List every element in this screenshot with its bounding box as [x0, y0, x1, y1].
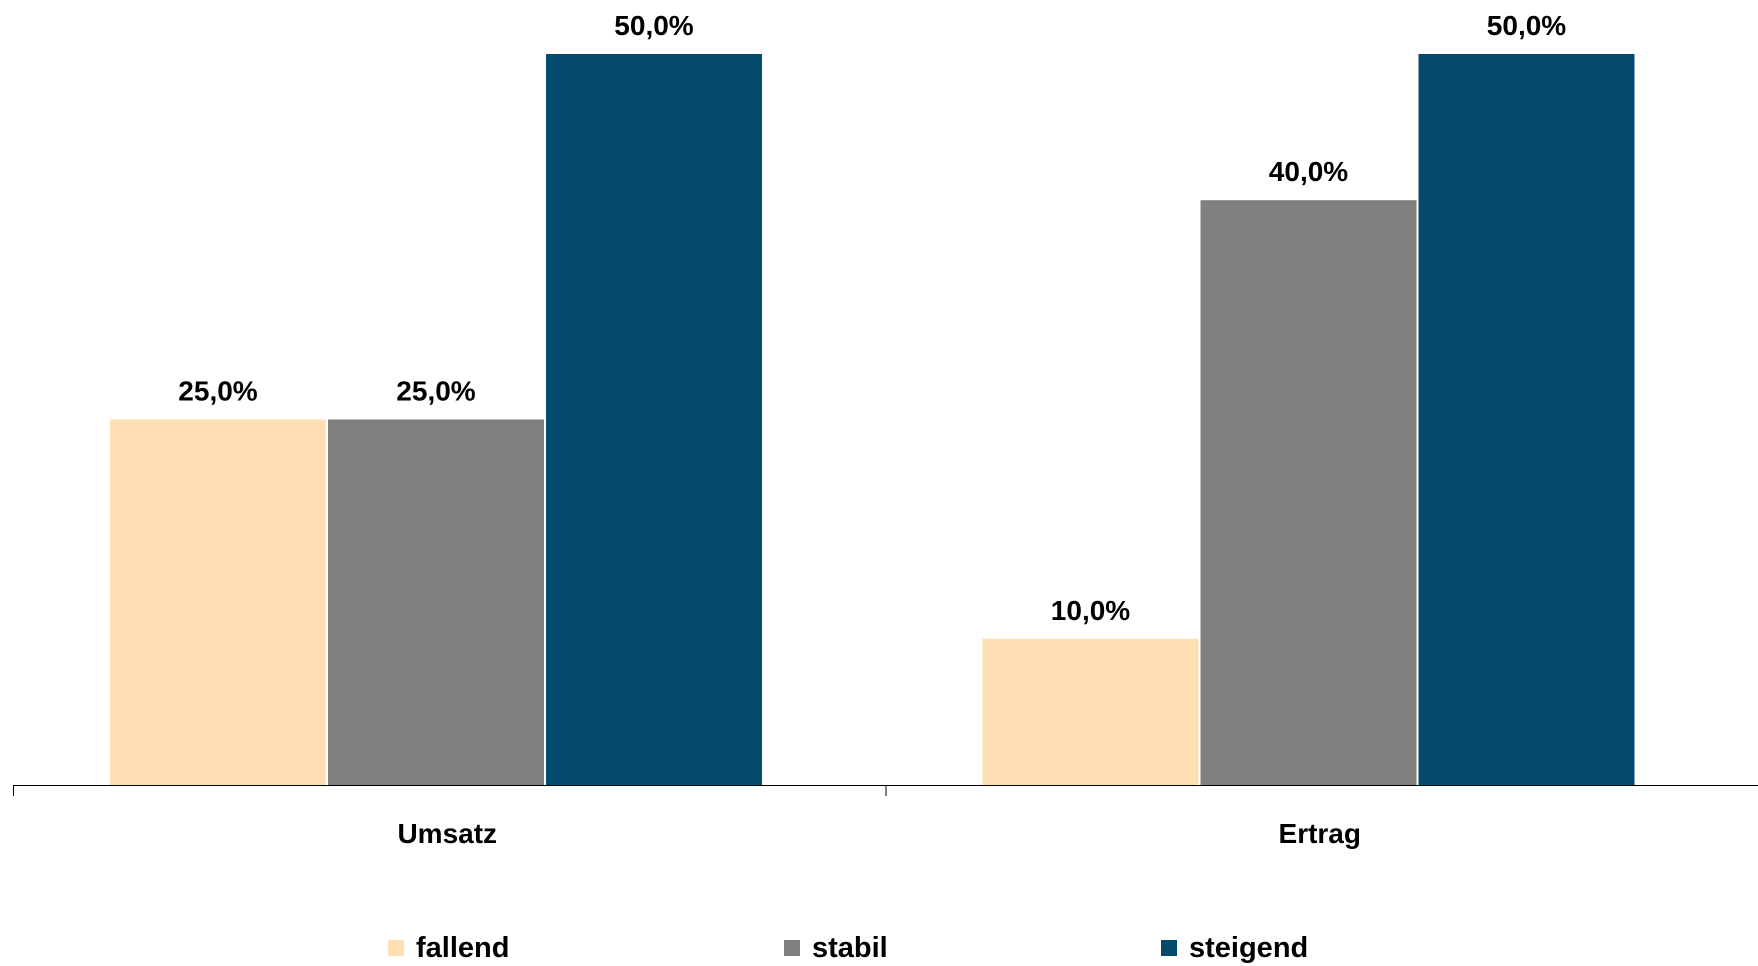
bar-chart: 25,0% 25,0% 50,0% 10,0% 40,0% 50,0% Umsatz Ert… — [13, 10, 1758, 849]
legend-item-stabil: stabil — [784, 930, 888, 966]
bars-layer — [110, 54, 1635, 785]
category-label-ertrag: Ertrag — [1279, 818, 1361, 849]
legend-swatch-fallend — [388, 940, 404, 956]
legend-swatch-steigend — [1161, 940, 1177, 956]
bar-ertrag-fallend — [982, 638, 1199, 785]
data-label-ertrag-steigend: 50,0% — [1487, 10, 1566, 41]
data-label-umsatz-fallend: 25,0% — [178, 376, 257, 407]
bar-umsatz-stabil — [328, 419, 544, 785]
data-label-ertrag-fallend: 10,0% — [1051, 595, 1130, 626]
legend: fallend stabil steigend — [0, 930, 1758, 966]
legend-item-steigend: steigend — [1161, 930, 1308, 966]
legend-label-steigend: steigend — [1189, 931, 1309, 964]
legend-label-fallend: fallend — [416, 931, 510, 964]
legend-item-fallend: fallend — [388, 930, 509, 966]
bar-umsatz-steigend — [546, 54, 762, 785]
bar-ertrag-steigend — [1418, 54, 1635, 785]
data-label-umsatz-steigend: 50,0% — [614, 10, 693, 41]
x-axis: Umsatz Ertrag — [13, 785, 1758, 849]
legend-swatch-stabil — [784, 940, 800, 956]
bar-umsatz-fallend — [110, 419, 326, 785]
data-label-umsatz-stabil: 25,0% — [396, 376, 475, 407]
legend-label-stabil: stabil — [812, 931, 888, 964]
bar-ertrag-stabil — [1200, 200, 1417, 785]
data-labels-layer: 25,0% 25,0% 50,0% 10,0% 40,0% 50,0% — [178, 10, 1566, 626]
category-label-umsatz: Umsatz — [397, 818, 497, 849]
data-label-ertrag-stabil: 40,0% — [1269, 156, 1348, 187]
